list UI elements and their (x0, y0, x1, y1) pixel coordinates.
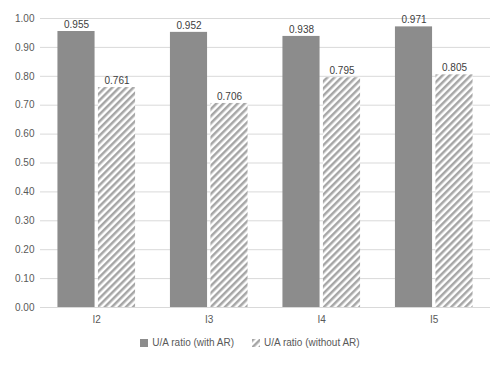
svg-text:0.955: 0.955 (64, 19, 89, 30)
svg-text:I4: I4 (318, 314, 327, 325)
svg-text:0.50: 0.50 (15, 157, 35, 168)
svg-text:I3: I3 (205, 314, 214, 325)
svg-text:I5: I5 (430, 314, 439, 325)
svg-text:0.971: 0.971 (401, 14, 426, 25)
html-text:U/A ratio (with AR): U/A ratio (with AR) (152, 337, 234, 348)
svg-text:0.795: 0.795 (329, 65, 354, 76)
svg-text:0.706: 0.706 (217, 91, 242, 102)
svg-text:0.952: 0.952 (176, 20, 201, 31)
html-text:U/A ratio (without AR): U/A ratio (without AR) (264, 337, 360, 348)
svg-text:0.761: 0.761 (104, 75, 129, 86)
svg-text:0.938: 0.938 (289, 24, 314, 35)
svg-text:0.20: 0.20 (15, 244, 35, 255)
svg-text:0.805: 0.805 (442, 62, 467, 73)
svg-text:0.90: 0.90 (15, 42, 35, 53)
svg-text:1.00: 1.00 (15, 13, 35, 24)
svg-text:0.00: 0.00 (15, 302, 35, 313)
svg-text:0.40: 0.40 (15, 186, 35, 197)
svg-text:0.60: 0.60 (15, 128, 35, 139)
svg-text:0.70: 0.70 (15, 99, 35, 110)
svg-text:I2: I2 (93, 314, 102, 325)
svg-text:0.10: 0.10 (15, 273, 35, 284)
svg-text:0.80: 0.80 (15, 71, 35, 82)
svg-text:0.30: 0.30 (15, 215, 35, 226)
